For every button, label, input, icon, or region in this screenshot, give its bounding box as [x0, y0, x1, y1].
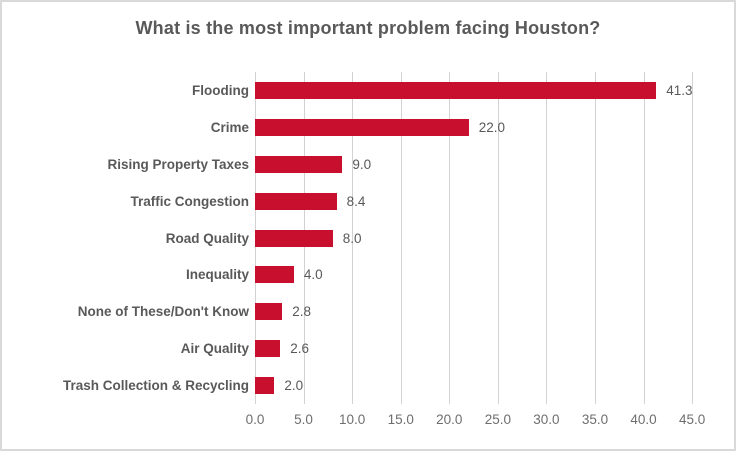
bar-row: 8.4: [255, 183, 710, 220]
bar: [255, 266, 294, 284]
bar-row: 22.0: [255, 109, 710, 146]
bar: [255, 118, 469, 136]
bar: [255, 192, 337, 210]
category-label: Crime: [210, 119, 249, 135]
x-tick-label: 25.0: [484, 412, 511, 427]
value-label: 2.8: [292, 304, 311, 320]
value-label: 8.4: [346, 193, 366, 209]
bar: [255, 229, 333, 247]
category-label: None of These/Don't Know: [77, 304, 249, 320]
bar-row: 9.0: [255, 146, 710, 183]
bar-row: 2.8: [255, 293, 710, 330]
value-label: 41.3: [666, 82, 693, 98]
bar-row: 2.6: [255, 330, 710, 367]
category-label: Road Quality: [165, 230, 249, 246]
category-label: Traffic Congestion: [130, 193, 249, 209]
bar: [255, 81, 657, 99]
x-tick-label: 5.0: [294, 412, 313, 427]
category-label: Trash Collection & Recycling: [62, 378, 249, 394]
category-label: Rising Property Taxes: [107, 156, 249, 172]
value-label: 2.0: [284, 378, 304, 394]
x-tick-label: 10.0: [338, 412, 366, 427]
gridline: [497, 72, 499, 404]
category-labels-column: Flooding Crime Rising Property Taxes Traffi…: [2, 72, 249, 404]
bar-row: 2.0: [255, 367, 710, 404]
value-label: 22.0: [478, 119, 505, 135]
plot-area: 41.3 22.0 9.0 8.4 8.0 4.0 2.8 2.6 2.0: [255, 72, 710, 404]
bar-row: 8.0: [255, 220, 710, 257]
x-tick-label: 40.0: [630, 412, 657, 427]
category-label: Flooding: [192, 82, 249, 98]
value-label: 8.0: [342, 230, 362, 246]
bar: [255, 377, 275, 395]
gridline: [594, 72, 596, 404]
value-label: 2.6: [290, 341, 310, 357]
x-tick-label: 20.0: [436, 412, 463, 427]
value-label: 9.0: [352, 156, 372, 172]
x-tick-label: 15.0: [387, 412, 414, 427]
bar: [255, 340, 281, 358]
bar: [255, 303, 283, 321]
x-tick-label: 30.0: [533, 412, 560, 427]
value-label: 4.0: [303, 267, 323, 283]
x-axis: 0.0 5.0 10.0 15.0 20.0 25.0 30.0 35.0 40.0 45.0: [246, 412, 710, 436]
plot-wrap: Flooding Crime Rising Property Taxes Traffi…: [2, 72, 734, 404]
gridline: [352, 72, 354, 404]
category-label: Inequality: [185, 267, 249, 283]
gridline: [449, 72, 451, 404]
bar-row: 41.3: [255, 72, 710, 109]
x-tick-label: 45.0: [678, 412, 706, 427]
gridline: [643, 72, 645, 404]
category-label: Air Quality: [180, 341, 249, 357]
gridline: [400, 72, 402, 404]
x-tick-label: 35.0: [581, 412, 609, 427]
gridline: [692, 72, 694, 404]
x-tick-label: 0.0: [245, 412, 265, 427]
chart-title: What is the most important problem facin…: [135, 18, 601, 38]
bar-row: 4.0: [255, 256, 710, 293]
gridline: [546, 72, 548, 404]
bar: [255, 155, 343, 173]
bar-rows: 41.3 22.0 9.0 8.4 8.0 4.0 2.8 2.6 2.0: [255, 72, 710, 404]
